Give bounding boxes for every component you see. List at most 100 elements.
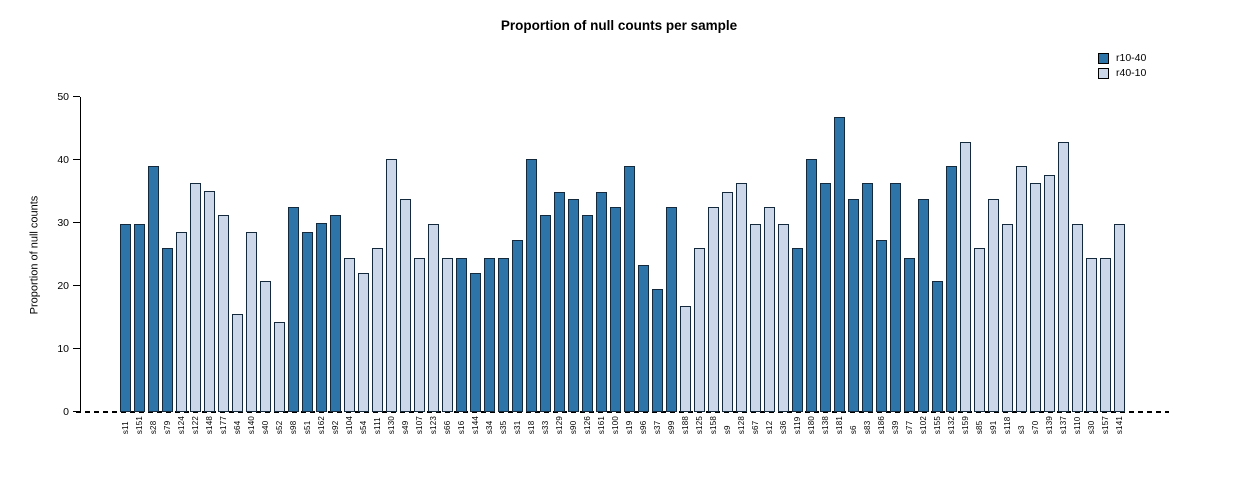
x-axis-labels: s11 s151 s28 s79 s124 s122 s148 s177 s64 s140 s40 s…: [120, 416, 1126, 434]
x-tick-label: s138: [820, 416, 830, 435]
x-tick-label: s122: [190, 416, 200, 435]
x-tick-label: s161: [596, 416, 606, 435]
x-tick-label: s181: [834, 416, 844, 435]
x-tick-label: s119: [792, 416, 802, 435]
bar-s77: [904, 257, 915, 412]
bar-s181: [834, 117, 845, 412]
legend-label: r40-10: [1116, 67, 1147, 79]
x-tick-cell: s33: [540, 416, 551, 435]
x-tick-label: s151: [134, 416, 144, 435]
x-tick-cell: s64: [232, 416, 243, 435]
x-tick-label: s140: [246, 416, 256, 435]
x-tick-cell: s128: [736, 416, 747, 434]
x-tick-label: s118: [1002, 416, 1012, 435]
x-tick-cell: s102: [918, 416, 929, 434]
bar-s126: [582, 215, 593, 412]
x-tick-label: s130: [386, 416, 396, 435]
x-tick-cell: s99: [666, 416, 677, 435]
bar-s34: [484, 257, 495, 412]
x-tick-label: s155: [932, 416, 942, 435]
x-tick-cell: s35: [498, 416, 509, 435]
x-tick-cell: s79: [162, 416, 173, 435]
bar-s130: [386, 158, 397, 412]
x-tick-label: s85: [974, 420, 984, 435]
bar-s36: [778, 224, 789, 412]
x-tick-label: s30: [1086, 420, 1096, 435]
x-tick-label: s35: [498, 420, 508, 435]
x-tick-cell: s139: [1044, 416, 1055, 434]
x-tick-label: s111: [372, 417, 382, 435]
x-tick-cell: s151: [134, 416, 145, 434]
x-tick-cell: s51: [302, 416, 313, 435]
bar-s161: [596, 191, 607, 412]
y-tick: 50: [57, 91, 80, 103]
bar-s139: [1044, 174, 1055, 412]
bar-s140: [246, 232, 257, 412]
bar-s159: [960, 141, 971, 412]
x-tick-cell: s110: [1072, 416, 1083, 435]
x-tick-cell: s181: [834, 416, 845, 434]
x-tick-label: s51: [302, 420, 312, 435]
legend-swatch-dark: [1098, 52, 1109, 64]
x-tick-label: s18: [526, 420, 536, 435]
x-tick-cell: s159: [960, 416, 971, 434]
x-tick-cell: s9: [722, 416, 733, 434]
x-tick-label: s70: [1030, 420, 1040, 435]
x-tick-label: s132: [946, 416, 956, 435]
x-tick-label: s28: [148, 420, 158, 435]
bar-s155: [932, 280, 943, 412]
bar-s110: [1072, 224, 1083, 412]
bar-s35: [498, 257, 509, 412]
bar-s132: [946, 166, 957, 412]
bar-s138: [820, 182, 831, 412]
y-tick-label: 30: [57, 217, 69, 229]
x-tick-cell: s16: [456, 416, 467, 435]
bar-s70: [1030, 182, 1041, 412]
bar-s111: [372, 248, 383, 412]
x-tick-cell: s36: [778, 416, 789, 435]
x-tick-label: s31: [512, 420, 522, 435]
x-tick-cell: s107: [414, 416, 425, 434]
y-tick-label: 20: [57, 280, 69, 292]
y-tick: 20: [57, 280, 80, 292]
bar-s54: [358, 272, 369, 412]
bar-s186: [876, 240, 887, 412]
bar-s98: [288, 207, 299, 412]
x-tick-cell: s92: [330, 416, 341, 435]
x-tick-label: s188: [680, 416, 690, 435]
x-tick-label: s9: [722, 425, 732, 435]
bar-s11: [120, 224, 131, 412]
bar-s128: [736, 182, 747, 412]
x-tick-cell: s12: [764, 416, 775, 435]
bar-s40: [260, 280, 271, 412]
x-tick-cell: s138: [820, 416, 831, 434]
bar-s33: [540, 215, 551, 412]
x-tick-cell: s19: [624, 416, 635, 435]
x-tick-label: s104: [344, 416, 354, 435]
y-tick-label: 0: [63, 406, 69, 418]
x-tick-label: s39: [890, 420, 900, 435]
y-axis-label-wrap: Proportion of null counts: [26, 97, 42, 412]
x-tick-cell: s130: [386, 416, 397, 434]
x-tick-cell: s162: [316, 416, 327, 434]
x-tick-label: s110: [1072, 416, 1082, 435]
x-tick-label: s128: [736, 416, 746, 435]
x-tick-label: s158: [708, 416, 718, 435]
x-tick-cell: s39: [890, 416, 901, 435]
bar-s28: [148, 166, 159, 412]
x-tick-label: s141: [1114, 416, 1124, 435]
x-tick-cell: s54: [358, 416, 369, 435]
bar-s19: [624, 166, 635, 412]
bar-s151: [134, 224, 145, 412]
bar-s39: [890, 182, 901, 412]
x-tick-label: s67: [750, 420, 760, 435]
bar-s144: [470, 272, 481, 412]
y-tick-label: 40: [57, 154, 69, 166]
bar-s119: [792, 248, 803, 412]
x-tick-label: s162: [316, 416, 326, 435]
x-tick-cell: s34: [484, 416, 495, 435]
y-tick: 40: [57, 154, 80, 166]
x-tick-label: s90: [568, 420, 578, 435]
bar-s137: [1058, 141, 1069, 412]
x-tick-label: s40: [260, 420, 270, 435]
